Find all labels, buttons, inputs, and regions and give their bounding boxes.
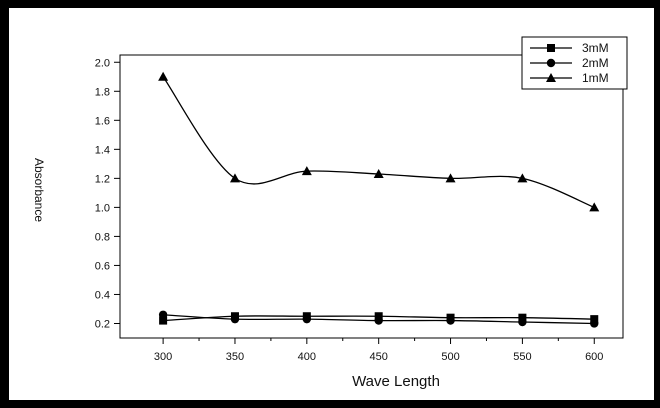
y-tick-label: 0.4 bbox=[95, 289, 110, 301]
data-point-2mM bbox=[374, 316, 383, 325]
data-point-2mM bbox=[590, 319, 599, 328]
legend-label-3mM: 3mM bbox=[582, 41, 609, 55]
x-axis-ticks: 300 350 400 450 500 550 600 bbox=[154, 338, 603, 363]
y-tick-label: 0.2 bbox=[95, 318, 110, 330]
legend-marker-2mM bbox=[546, 58, 556, 68]
x-tick-label: 600 bbox=[585, 351, 603, 363]
y-tick-label: 1.0 bbox=[95, 202, 110, 214]
series-2mM bbox=[158, 310, 599, 328]
y-tick-label: 0.8 bbox=[95, 231, 110, 243]
data-point-1mM bbox=[301, 166, 312, 176]
data-point-2mM bbox=[302, 314, 312, 324]
legend-label-2mM: 2mM bbox=[582, 56, 609, 70]
data-point-1mM bbox=[229, 173, 240, 183]
data-point-1mM bbox=[445, 173, 456, 183]
x-tick-label: 400 bbox=[298, 351, 316, 363]
y-tick-label: 0.6 bbox=[95, 260, 110, 272]
data-point-1mM bbox=[517, 173, 528, 183]
series-line-1mM bbox=[162, 76, 595, 208]
y-axis-label: Absorbance bbox=[32, 158, 46, 222]
y-tick-label: 2.0 bbox=[95, 57, 110, 69]
data-point-1mM bbox=[158, 71, 169, 81]
y-tick-label: 1.8 bbox=[95, 86, 110, 98]
data-point-1mM bbox=[373, 169, 384, 179]
x-tick-label: 550 bbox=[513, 351, 531, 363]
plot-area bbox=[119, 54, 624, 339]
legend-marker-3mM bbox=[547, 44, 555, 52]
data-point-2mM bbox=[446, 316, 455, 325]
x-tick-label: 350 bbox=[226, 351, 244, 363]
x-tick-label: 450 bbox=[370, 351, 388, 363]
data-point-3mM bbox=[159, 316, 168, 325]
legend-label-1mM: 1mM bbox=[582, 71, 609, 85]
data-point-3mM bbox=[590, 315, 599, 324]
data-point-2mM bbox=[518, 317, 527, 327]
data-point-3mM bbox=[374, 312, 383, 321]
data-point-2mM bbox=[230, 314, 240, 324]
x-tick-label: 300 bbox=[154, 351, 172, 363]
y-tick-label: 1.4 bbox=[95, 144, 110, 156]
y-axis-ticks: 0.2 0.4 0.6 0.8 1.0 1.2 1.4 1.6 1.8 2.0 bbox=[95, 57, 120, 330]
x-tick-label: 500 bbox=[441, 351, 459, 363]
data-point-2mM bbox=[158, 310, 168, 319]
data-point-3mM bbox=[518, 313, 527, 322]
series-layer bbox=[158, 71, 600, 328]
legend-marker-1mM bbox=[546, 73, 556, 82]
series-1mM bbox=[158, 71, 600, 212]
x-axis-label: Wave Length bbox=[352, 373, 440, 390]
y-tick-label: 1.6 bbox=[95, 115, 110, 127]
data-point-1mM bbox=[589, 202, 600, 212]
y-tick-label: 1.2 bbox=[95, 173, 110, 185]
